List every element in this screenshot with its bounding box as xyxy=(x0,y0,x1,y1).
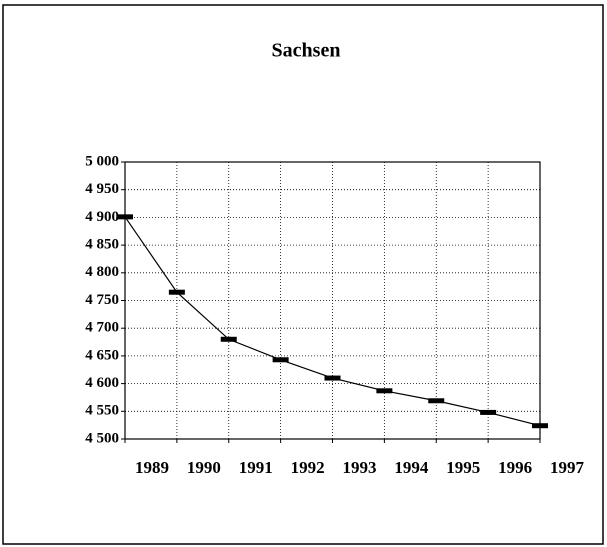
y-tick-label: 4 700 xyxy=(85,320,119,336)
x-tick-label: 1996 xyxy=(498,458,532,477)
marker xyxy=(428,398,445,404)
x-tick-label: 1989 xyxy=(135,458,169,477)
x-tick-label: 1990 xyxy=(187,458,221,477)
y-tick-label: 4 600 xyxy=(85,375,119,391)
y-tick-label: 4 550 xyxy=(85,403,119,419)
x-tick-label: 1994 xyxy=(394,458,429,477)
chart-title: Sachsen xyxy=(272,40,341,62)
x-tick-label: 1993 xyxy=(343,458,377,477)
marker xyxy=(532,423,548,429)
marker xyxy=(117,214,133,220)
y-tick-label: 4 800 xyxy=(85,264,119,280)
marker xyxy=(480,409,497,415)
frame xyxy=(2,4,604,545)
marker xyxy=(324,375,341,381)
y-tick-label: 4 650 xyxy=(85,347,119,363)
marker xyxy=(168,289,185,295)
y-tick-label: 4 850 xyxy=(85,237,119,253)
y-tick-label: 5 000 xyxy=(85,153,119,169)
y-tick-label: 4 750 xyxy=(85,292,119,308)
plot-border xyxy=(124,161,541,440)
marker xyxy=(220,336,237,342)
y-tick-label: 4 500 xyxy=(85,430,119,446)
marker xyxy=(272,357,289,363)
x-tick-label: 1991 xyxy=(239,458,273,477)
x-tick-label: 1997 xyxy=(550,458,585,477)
y-tick-label: 4 900 xyxy=(85,209,119,225)
x-tick-label: 1995 xyxy=(446,458,480,477)
marker xyxy=(376,388,393,394)
y-tick-label: 4 950 xyxy=(85,181,119,197)
x-tick-label: 1992 xyxy=(291,458,325,477)
